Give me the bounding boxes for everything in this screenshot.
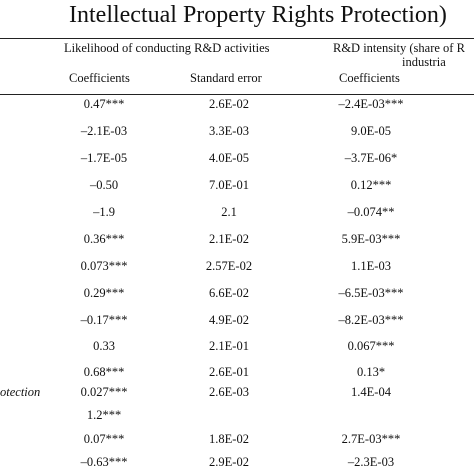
header-top-rule: [0, 38, 474, 39]
cell-standard-error: 7.0E-01: [209, 178, 249, 192]
cell-coefficient: –0.17***: [80, 313, 128, 327]
cell-intensity-coefficient: –8.2E-03***: [338, 313, 404, 327]
cell-intensity-coefficient: –3.7E-06*: [344, 151, 398, 165]
cell-intensity-coefficient: –2.4E-03***: [338, 97, 404, 111]
cell-coefficient: 0.027***: [80, 385, 128, 399]
cell-intensity-coefficient: 5.9E-03***: [341, 232, 401, 246]
cell-intensity-coefficient: 0.13*: [356, 365, 386, 379]
cell-standard-error: 2.1E-01: [209, 339, 249, 353]
header-bottom-rule: [0, 94, 474, 95]
cell-intensity-coefficient: 9.0E-05: [351, 124, 391, 138]
table-title-text: Intellectual Property Rights Protection): [69, 2, 447, 28]
cell-standard-error: 2.6E-01: [209, 365, 249, 379]
cell-standard-error: 4.9E-02: [209, 313, 249, 327]
cell-coefficient: 0.33: [93, 339, 115, 353]
cell-standard-error: 3.3E-03: [209, 124, 249, 138]
header-standard-error: Standard error: [190, 71, 262, 85]
cell-coefficient: 0.07***: [83, 432, 125, 446]
cell-standard-error: 1.8E-02: [209, 432, 249, 446]
cell-standard-error: 2.6E-03: [209, 385, 249, 399]
cell-coefficient: 0.36***: [83, 232, 125, 246]
cell-coefficient: –1.7E-05: [80, 151, 128, 165]
cell-intensity-coefficient: –0.074**: [347, 205, 395, 219]
cell-standard-error: 2.57E-02: [205, 259, 253, 273]
cell-intensity-coefficient: –2.3E-03: [347, 455, 395, 469]
cell-coefficient: 0.073***: [80, 259, 128, 273]
cell-intensity-coefficient: 0.067***: [347, 339, 395, 353]
cell-intensity-coefficient: 2.7E-03***: [341, 432, 401, 446]
cell-intensity-coefficient: –6.5E-03***: [338, 286, 404, 300]
cell-coefficient: –0.63***: [80, 455, 128, 469]
cell-coefficient: 0.68***: [83, 365, 125, 379]
cell-standard-error: 2.9E-02: [209, 455, 249, 469]
cell-coefficient: –2.1E-03: [80, 124, 128, 138]
header-group-rd-intensity: R&D intensity (share of R: [333, 41, 465, 55]
cell-intensity-coefficient: 0.12***: [350, 178, 392, 192]
header-group-rd-likelihood: Likelihood of conducting R&D activities: [64, 41, 270, 55]
cell-intensity-coefficient: 1.1E-03: [351, 259, 391, 273]
cell-coefficient: 0.47***: [83, 97, 125, 111]
cell-intensity-coefficient: 1.4E-04: [351, 385, 391, 399]
cell-coefficient: 1.2***: [86, 408, 122, 422]
row-label: otection: [0, 385, 41, 399]
header-group-rd-intensity-line2: industria: [402, 55, 446, 69]
cell-standard-error: 2.1: [221, 205, 237, 219]
header-coefficients-1: Coefficients: [69, 71, 130, 85]
cell-coefficient: 0.29***: [83, 286, 125, 300]
cell-coefficient: –1.9: [93, 205, 115, 219]
cell-standard-error: 2.6E-02: [209, 97, 249, 111]
cell-coefficient: –0.50: [89, 178, 119, 192]
cell-standard-error: 6.6E-02: [209, 286, 249, 300]
table-title: Intellectual Property Rights Protection): [0, 0, 474, 38]
cell-standard-error: 2.1E-02: [209, 232, 249, 246]
cell-standard-error: 4.0E-05: [209, 151, 249, 165]
header-coefficients-2: Coefficients: [339, 71, 400, 85]
